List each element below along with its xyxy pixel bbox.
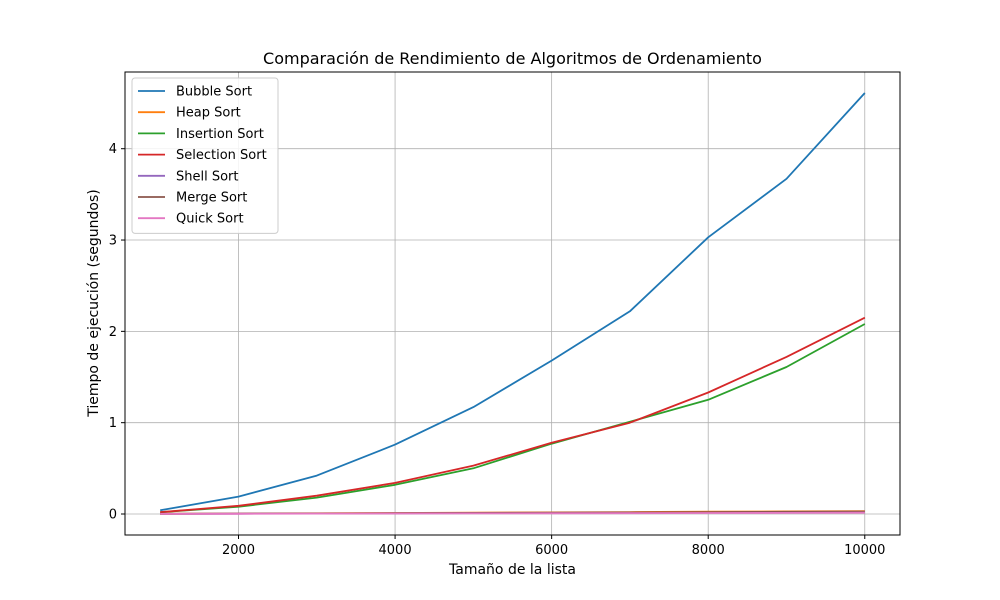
legend-label-shell-sort: Shell Sort	[176, 169, 239, 184]
y-tick-label: 0	[109, 507, 117, 522]
series-line-quick-sort	[160, 511, 865, 515]
plot-frame	[124, 71, 901, 536]
legend-label-selection-sort: Selection Sort	[176, 148, 267, 163]
x-tick-label: 8000	[692, 543, 725, 558]
y-tick-label: 3	[109, 234, 117, 249]
series-line-bubble-sort	[160, 92, 866, 512]
legend-label-merge-sort: Merge Sort	[176, 191, 247, 206]
x-tick-label: 2000	[222, 543, 255, 558]
legend: Bubble Sort Heap Sort Insertion Sort Select…	[131, 77, 279, 234]
x-axis-label: Tamaño de la lista	[448, 562, 576, 578]
series-lines	[160, 92, 866, 515]
x-tick-label: 4000	[379, 543, 412, 558]
series-line-insertion-sort	[160, 323, 866, 514]
legend-box	[131, 77, 279, 234]
y-tick-label: 4	[109, 142, 117, 157]
legend-label-heap-sort: Heap Sort	[176, 106, 241, 121]
x-axis: 2000 4000 6000 8000 10000	[222, 535, 885, 558]
legend-label-quick-sort: Quick Sort	[176, 212, 244, 227]
chart-title: Comparación de Rendimiento de Algoritmos…	[263, 49, 762, 68]
series-line-selection-sort	[160, 316, 866, 514]
y-axis-label: Tiempo de ejecución (segundos)	[86, 189, 102, 418]
legend-label-insertion-sort: Insertion Sort	[176, 127, 264, 142]
y-tick-label: 1	[109, 416, 117, 431]
legend-label-bubble-sort: Bubble Sort	[176, 85, 252, 100]
x-tick-label: 10000	[844, 543, 885, 558]
y-axis: 0 1 2 3 4	[109, 142, 125, 522]
x-tick-label: 6000	[535, 543, 568, 558]
y-tick-label: 2	[109, 325, 117, 340]
